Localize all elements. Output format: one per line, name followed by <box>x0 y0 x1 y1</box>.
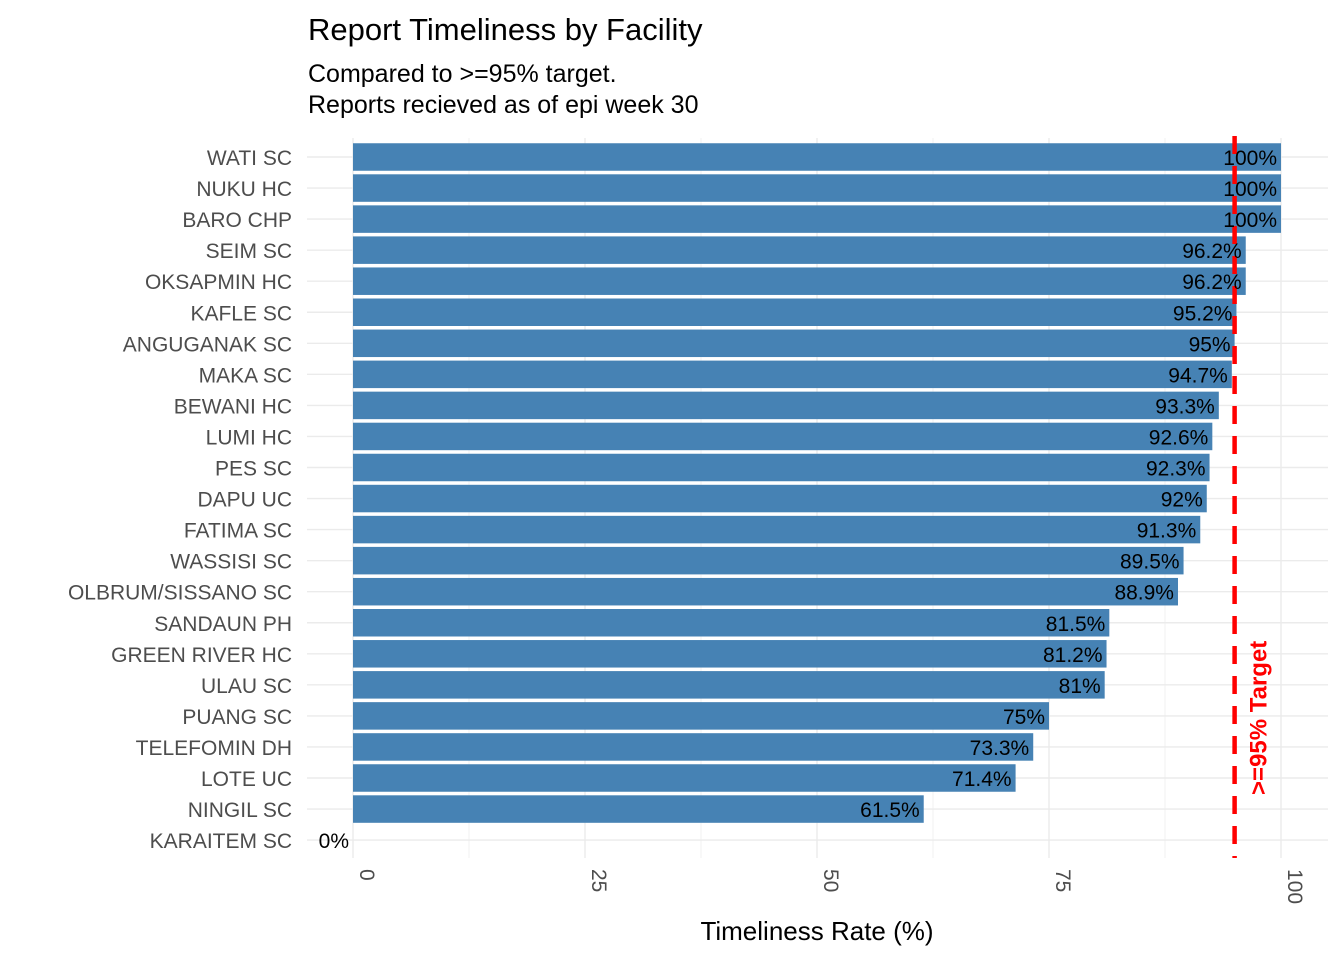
bar <box>353 298 1237 326</box>
bar <box>353 515 1201 544</box>
category-label: TELEFOMIN DH <box>136 737 292 760</box>
category-label: FATIMA SC <box>184 520 292 543</box>
category-label: KARAITEM SC <box>150 830 292 853</box>
category-label: KAFLE SC <box>190 302 292 325</box>
category-label: SEIM SC <box>206 240 292 263</box>
bar-value-label: 100% <box>1223 147 1277 170</box>
bar-value-label: 81% <box>1059 675 1101 698</box>
bar <box>353 453 1210 482</box>
bar-value-label: 81.5% <box>1046 613 1106 636</box>
category-label: LUMI HC <box>206 426 292 449</box>
bar <box>353 329 1235 358</box>
category-label: OKSAPMIN HC <box>145 271 292 294</box>
bar <box>353 360 1232 389</box>
category-label: PES SC <box>215 458 292 481</box>
bar-value-label: 81.2% <box>1043 644 1103 667</box>
category-label: SANDAUN PH <box>154 613 292 636</box>
category-label: NUKU HC <box>196 178 292 201</box>
category-labels: WATI SC NUKU HC BARO CHP SEIM SC OKSAPMIN HC… <box>68 147 292 853</box>
x-tick-label: 75 <box>1051 869 1074 892</box>
bar-value-label: 95% <box>1189 333 1231 356</box>
category-label: BEWANI HC <box>174 395 292 418</box>
category-label: NINGIL SC <box>188 799 292 822</box>
bar-value-label: 91.3% <box>1137 520 1197 543</box>
category-label: BARO CHP <box>182 209 292 232</box>
bar <box>353 795 924 823</box>
bar-value-label: 96.2% <box>1182 271 1242 294</box>
bar-value-labels: 100% 100% 100% 96.2% 96.2% 95.2% 95% 94.7% 93.3%… <box>319 147 1277 853</box>
bar <box>353 577 1178 606</box>
category-label: MAKA SC <box>199 364 292 387</box>
bar <box>353 391 1219 420</box>
category-label: OLBRUM/SISSANO SC <box>68 582 292 605</box>
bar <box>353 640 1107 668</box>
target-reference-label: >=95% Target <box>1246 641 1273 795</box>
bar-value-label: 100% <box>1223 178 1277 201</box>
category-label: WASSISI SC <box>170 551 292 574</box>
bar <box>353 702 1049 730</box>
bar <box>353 764 1016 792</box>
bar-value-label: 71.4% <box>952 768 1012 791</box>
bar <box>353 546 1184 575</box>
x-tick-label: 100 <box>1283 869 1306 904</box>
x-tick-label: 25 <box>587 869 610 892</box>
bar <box>353 422 1213 451</box>
bar <box>353 143 1281 171</box>
category-label: ULAU SC <box>201 675 292 698</box>
bar-value-label: 92.3% <box>1146 458 1206 481</box>
bar-value-label: 92.6% <box>1149 426 1209 449</box>
bar <box>353 236 1246 264</box>
bar <box>353 205 1281 233</box>
x-axis-title: Timeliness Rate (%) <box>700 916 933 946</box>
x-axis-tick-labels: 0 25 50 75 100 <box>355 869 1306 904</box>
bar-value-label: 94.7% <box>1168 364 1228 387</box>
category-label: PUANG SC <box>182 706 292 729</box>
bar-value-label: 95.2% <box>1173 302 1233 325</box>
bar-value-label: 61.5% <box>860 799 920 822</box>
bar-value-label: 0% <box>319 830 349 853</box>
bar <box>353 671 1105 699</box>
category-label: LOTE UC <box>201 768 292 791</box>
bar <box>353 484 1207 513</box>
bar <box>353 174 1281 202</box>
x-tick-label: 50 <box>819 869 842 892</box>
bar-value-label: 93.3% <box>1155 395 1215 418</box>
category-label: GREEN RIVER HC <box>111 644 292 667</box>
bar-value-label: 92% <box>1161 489 1203 512</box>
chart-subtitle-line-1: Compared to >=95% target. <box>308 60 617 88</box>
bar-value-label: 89.5% <box>1120 551 1180 574</box>
reference-line-group: >=95% Target <box>1232 136 1273 858</box>
bar-value-label: 100% <box>1223 209 1277 232</box>
category-label: ANGUGANAK SC <box>123 333 292 356</box>
chart-title: Report Timeliness by Facility <box>308 12 703 47</box>
bar-value-label: 73.3% <box>970 737 1030 760</box>
bar <box>353 609 1110 637</box>
bar-value-label: 75% <box>1003 706 1045 729</box>
x-tick-label: 0 <box>355 869 378 881</box>
bar-value-label: 88.9% <box>1114 582 1174 605</box>
category-label: DAPU UC <box>197 489 292 512</box>
category-label: WATI SC <box>207 147 292 170</box>
bar <box>353 733 1034 761</box>
chart-subtitle-line-2: Reports recieved as of epi week 30 <box>308 91 699 119</box>
bar-value-label: 96.2% <box>1182 240 1242 263</box>
bars <box>353 143 1281 823</box>
bar <box>353 267 1246 295</box>
